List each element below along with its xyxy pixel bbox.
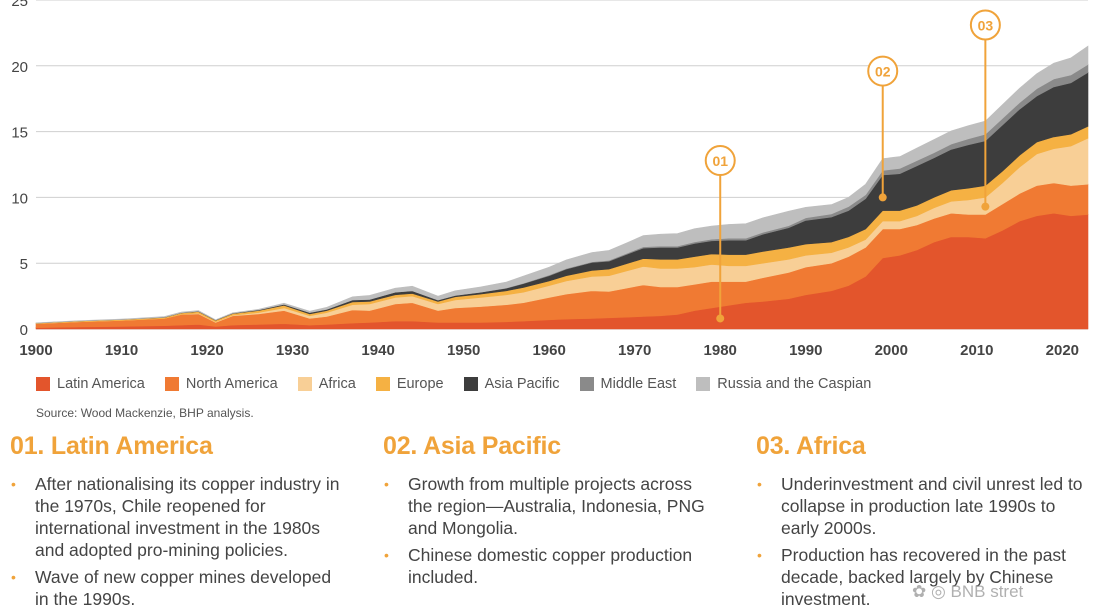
legend-item: Latin America <box>36 376 145 392</box>
y-tick-label: 20 <box>11 59 28 76</box>
annotation-badge <box>867 55 899 87</box>
bullet-item: Wave of new copper mines developed in th… <box>10 566 340 610</box>
section-latin-america: 01. Latin America After nationalising it… <box>10 432 340 615</box>
x-tick-label: 1980 <box>704 342 737 359</box>
legend-label: Latin America <box>57 376 145 392</box>
bullet-list: Underinvestment and civil unrest led to … <box>756 473 1086 610</box>
axis-labels: 0 5 10 15 20 25 1900 1910 1920 1930 1940 1950 1960 19… <box>11 0 1079 359</box>
bullet-list: Growth from multiple projects across the… <box>383 473 713 588</box>
legend-swatch <box>375 377 390 391</box>
legend-item: Middle East <box>579 376 677 392</box>
annotation-badge <box>704 145 736 177</box>
x-tick-label: 1940 <box>361 342 394 359</box>
x-tick-label: 1990 <box>789 342 822 359</box>
annotation-label: 03 <box>978 18 994 34</box>
annotation-label: 02 <box>875 64 891 80</box>
x-tick-label: 1920 <box>190 342 223 359</box>
y-tick-label: 25 <box>11 0 28 10</box>
annotation-dot <box>878 193 887 202</box>
y-tick-label: 15 <box>11 125 28 142</box>
x-tick-label: 1930 <box>276 342 309 359</box>
annotation-badge <box>969 9 1001 41</box>
area-russia-and-the-caspian <box>35 45 1089 324</box>
legend-label: North America <box>185 376 278 392</box>
bullet-item: Underinvestment and civil unrest led to … <box>756 473 1086 539</box>
x-tick-label: 1970 <box>618 342 651 359</box>
section-asia-pacific: 02. Asia Pacific Growth from multiple pr… <box>383 432 713 593</box>
y-tick-label: 5 <box>20 256 28 273</box>
annotation-dot <box>981 202 990 211</box>
legend-swatch <box>696 377 711 391</box>
section-title: 03. Africa <box>756 432 866 460</box>
bullet-item: Growth from multiple projects across the… <box>383 473 713 539</box>
area-series <box>35 45 1089 330</box>
legend-swatch <box>297 377 312 391</box>
legend-item: Africa <box>297 376 356 392</box>
watermark: ✿ ◎ BNB stret <box>912 582 1024 601</box>
x-tick-label: 2000 <box>875 342 908 359</box>
annotation-dot <box>716 314 725 323</box>
legend-item: Europe <box>375 376 444 392</box>
legend-item: Asia Pacific <box>463 376 560 392</box>
legend-label: Asia Pacific <box>484 376 560 392</box>
x-tick-label: 2020 <box>1046 342 1079 359</box>
legend-label: Africa <box>318 376 356 392</box>
x-tick-label: 1900 <box>19 342 52 359</box>
legend-swatch <box>579 377 594 391</box>
legend-label: Europe <box>396 376 444 392</box>
legend-swatch <box>36 377 50 391</box>
annotation-label: 01 <box>712 153 728 169</box>
bullet-item: Chinese domestic copper production inclu… <box>383 544 713 588</box>
bullet-list: After nationalising its copper industry … <box>10 473 340 610</box>
section-title: 01. Latin America <box>10 432 213 460</box>
y-tick-label: 0 <box>20 322 28 339</box>
legend-label: Russia and the Caspian <box>717 376 872 392</box>
bullet-item: After nationalising its copper industry … <box>10 473 340 561</box>
section-africa: 03. Africa Underinvestment and civil unr… <box>756 432 1086 615</box>
legend-swatch <box>463 377 478 391</box>
x-tick-label: 1910 <box>105 342 138 359</box>
section-title: 02. Asia Pacific <box>383 432 561 460</box>
legend-label: Middle East <box>600 376 677 392</box>
watermark-text: BNB stret <box>950 582 1024 601</box>
legend-item: Russia and the Caspian <box>696 376 871 392</box>
x-tick-label: 1950 <box>447 342 480 359</box>
legend-item: North America <box>164 376 278 392</box>
legend: Latin America North America Africa Europ… <box>36 376 891 392</box>
y-tick-label: 10 <box>11 190 28 207</box>
x-tick-label: 1960 <box>532 342 565 359</box>
annotations: 01 02 03 <box>704 9 1001 323</box>
bullet-item: Production has recovered in the past dec… <box>756 544 1086 610</box>
stacked-area-chart: 0 5 10 15 20 25 1900 1910 1920 1930 1940 1950 1960 19… <box>11 0 1089 359</box>
legend-swatch <box>164 377 179 391</box>
x-tick-label: 2010 <box>960 342 993 359</box>
source-note: Source: Wood Mackenzie, BHP analysis. <box>36 406 254 420</box>
